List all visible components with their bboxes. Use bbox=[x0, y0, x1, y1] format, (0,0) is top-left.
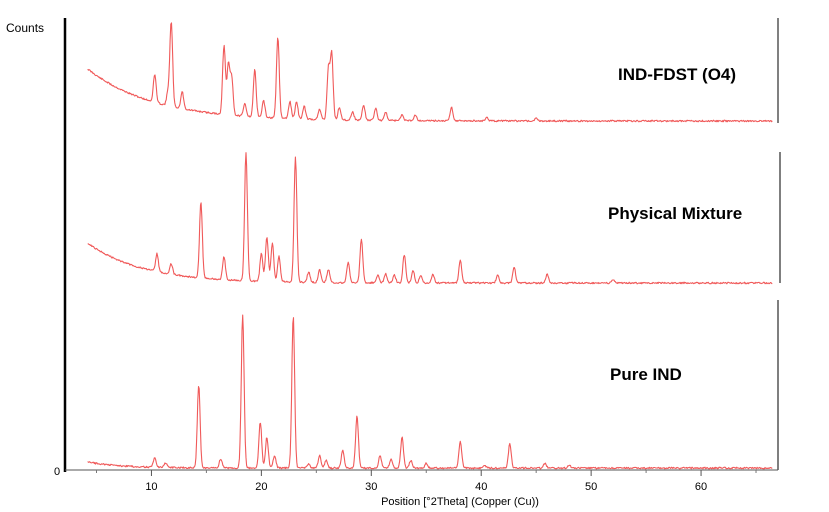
series-label-pure-ind: Pure IND bbox=[610, 365, 682, 384]
series-label-ind-fdst: IND-FDST (O4) bbox=[618, 65, 736, 84]
x-tick-label: 20 bbox=[255, 481, 267, 493]
trace-line-2 bbox=[87, 314, 773, 470]
y-axis-label: Counts bbox=[6, 21, 44, 35]
diffraction-traces bbox=[87, 22, 773, 470]
x-tick-label: 60 bbox=[695, 481, 707, 493]
x-tick-label: 40 bbox=[475, 481, 487, 493]
x-axis-ticks: 10 20 30 40 50 60 bbox=[95, 470, 757, 493]
x-axis-label: Position [°2Theta] (Copper (Cu)) bbox=[381, 496, 539, 508]
series-1 bbox=[87, 152, 773, 285]
series-0 bbox=[87, 22, 773, 123]
trace-line-1 bbox=[87, 152, 773, 285]
x-tick-label: 50 bbox=[585, 481, 597, 493]
panel-frames bbox=[777, 18, 781, 470]
series-2 bbox=[87, 314, 773, 470]
series-label-physical-mixture: Physical Mixture bbox=[608, 204, 742, 223]
x-tick-label: 10 bbox=[145, 481, 157, 493]
y-zero-label: 0 bbox=[54, 466, 60, 478]
x-tick-label: 30 bbox=[365, 481, 377, 493]
trace-line-0 bbox=[87, 22, 773, 123]
